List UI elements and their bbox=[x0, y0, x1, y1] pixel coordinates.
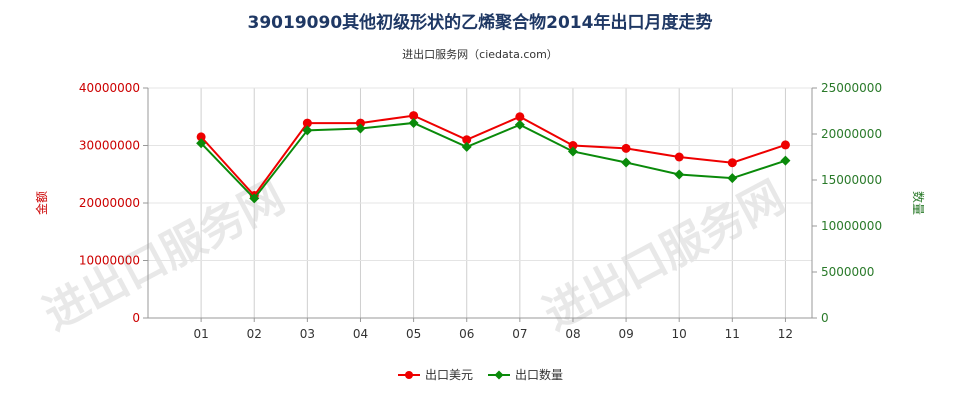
series-layer bbox=[196, 111, 791, 204]
point-usd-09 bbox=[621, 143, 631, 153]
point-qty-01 bbox=[196, 138, 207, 149]
axes: 0 10000000 20000000 30000000 40000000 0 500000… bbox=[34, 81, 926, 341]
point-qty-10 bbox=[674, 169, 685, 180]
point-qty-09 bbox=[621, 157, 632, 168]
right-tick-label: 25000000 bbox=[821, 81, 882, 95]
x-tick-label: 10 bbox=[672, 327, 687, 341]
x-tick-label: 11 bbox=[725, 327, 740, 341]
right-tick-label: 20000000 bbox=[821, 127, 882, 141]
point-qty-02 bbox=[249, 193, 260, 204]
point-usd-06 bbox=[462, 135, 472, 145]
legend-marker-1 bbox=[494, 370, 504, 380]
point-qty-07 bbox=[514, 119, 525, 130]
x-tick-label: 04 bbox=[353, 327, 368, 341]
point-usd-10 bbox=[674, 152, 684, 162]
legend[interactable]: 出口美元 出口数量 bbox=[398, 367, 563, 382]
point-usd-11 bbox=[727, 158, 737, 168]
left-tick-label: 10000000 bbox=[79, 254, 140, 268]
y-right-label: 数量 bbox=[911, 191, 926, 215]
point-usd-01 bbox=[196, 132, 206, 142]
left-tick-label: 0 bbox=[132, 311, 140, 325]
point-usd-04 bbox=[355, 118, 365, 128]
point-qty-12 bbox=[780, 155, 791, 166]
legend-label-0: 出口美元 bbox=[425, 368, 473, 382]
point-usd-08 bbox=[568, 141, 578, 150]
x-tick-label: 02 bbox=[247, 327, 262, 341]
left-tick-label: 30000000 bbox=[79, 139, 140, 153]
left-tick-label: 20000000 bbox=[79, 196, 140, 210]
point-usd-05 bbox=[409, 111, 419, 121]
series-line-1 bbox=[200, 121, 786, 200]
right-tick-label: 15000000 bbox=[821, 173, 882, 187]
chart-title: 39019090其他初级形状的乙烯聚合物2014年出口月度走势 bbox=[247, 13, 713, 33]
chart-subtitle: 进出口服务网（ciedata.com） bbox=[402, 48, 558, 61]
x-tick-label: 03 bbox=[300, 327, 315, 341]
point-qty-04 bbox=[355, 123, 366, 134]
x-tick-label: 07 bbox=[512, 327, 527, 341]
right-tick-label: 0 bbox=[821, 311, 829, 325]
point-qty-11 bbox=[727, 173, 738, 184]
left-tick-label: 40000000 bbox=[79, 81, 140, 95]
point-qty-05 bbox=[408, 117, 419, 128]
x-tick-label: 08 bbox=[565, 327, 580, 341]
x-tick-label: 06 bbox=[459, 327, 474, 341]
right-tick-label: 10000000 bbox=[821, 219, 882, 233]
legend-label-1: 出口数量 bbox=[515, 367, 563, 382]
point-qty-03 bbox=[302, 125, 313, 136]
series-line-0 bbox=[200, 114, 786, 198]
point-usd-03 bbox=[302, 118, 312, 128]
x-tick-label: 12 bbox=[778, 327, 793, 341]
x-tick-label: 05 bbox=[406, 327, 421, 341]
y-left-label: 金额 bbox=[34, 191, 49, 215]
point-qty-06 bbox=[461, 141, 472, 152]
x-tick-label: 09 bbox=[618, 327, 633, 341]
point-qty-08 bbox=[567, 146, 578, 157]
point-usd-07 bbox=[515, 112, 525, 122]
point-usd-12 bbox=[780, 140, 790, 150]
grid-lines bbox=[148, 87, 812, 319]
x-tick-label: 01 bbox=[193, 327, 208, 341]
legend-marker-0 bbox=[405, 371, 413, 379]
right-tick-label: 5000000 bbox=[821, 265, 874, 279]
